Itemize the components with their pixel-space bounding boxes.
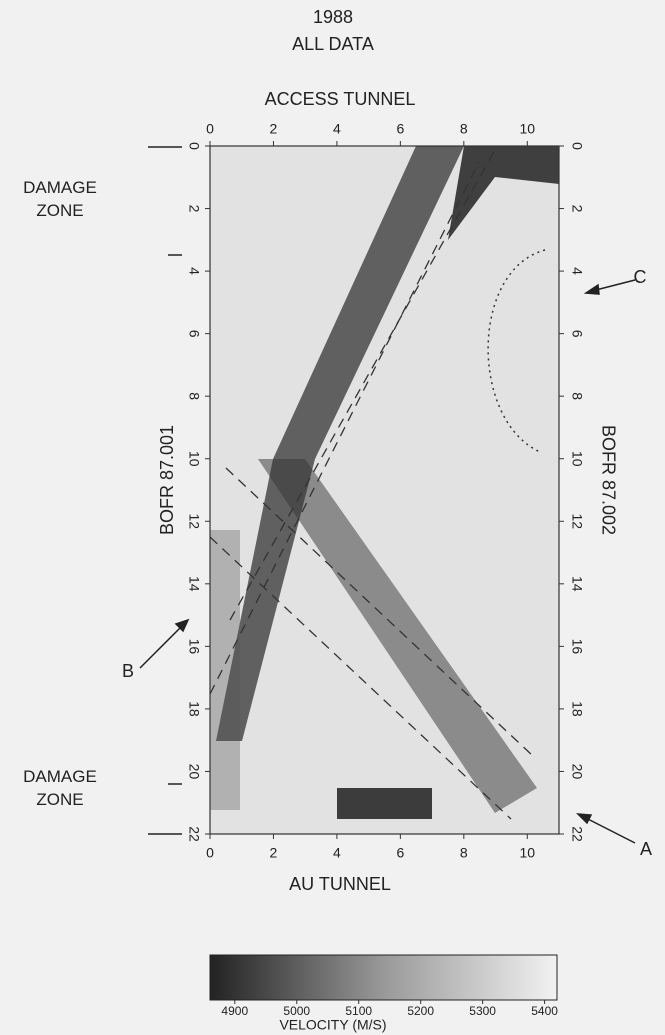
colorbar-tick-label: 5300 [469,1004,496,1018]
y-tick-label: 12 [569,513,585,529]
x-tick-label: 0 [206,845,214,861]
y2-label: BOFR 87.002 [598,425,618,535]
colorbar-tick-label: 4900 [221,1004,248,1018]
annotation: A [640,839,652,859]
x-tick-label: 4 [333,845,341,861]
x-tick-label: 2 [270,845,278,861]
annotation: C [634,267,647,287]
x-tick-label: 8 [460,121,468,137]
annotation: DAMAGE ZONE [23,767,97,809]
y-tick-label: 16 [569,639,585,655]
x-tick-label: 10 [519,845,535,861]
y-tick-label: 14 [569,576,585,592]
tomogram-image [209,146,559,834]
y-tick-label: 6 [569,330,585,338]
y-tick-label: 8 [186,392,202,400]
markers [139,146,636,844]
y-tick-label: 20 [186,764,202,780]
y-tick-label: 22 [569,826,585,842]
colorbar-tick-label: 5100 [345,1004,372,1018]
colorbar-tick-label: 5400 [531,1004,558,1018]
y-tick-label: 22 [186,826,202,842]
colorbar-tick-label: 5200 [407,1004,434,1018]
y-tick-label: 10 [186,451,202,467]
x-tick-label: 8 [460,845,468,861]
y-tick-label: 4 [186,267,202,275]
annotation: B [122,661,134,681]
y-label: BOFR 87.001 [157,425,177,535]
x-tick-label: 6 [396,121,404,137]
y-tick-label: 2 [186,205,202,213]
x-tick-label: 4 [333,121,341,137]
y-tick-label: 10 [569,451,585,467]
subtitle: ALL DATA [292,34,374,54]
x-label: AU TUNNEL [289,874,391,894]
y-tick-label: 4 [569,267,585,275]
x-label-top: ACCESS TUNNEL [265,89,416,109]
colorbar [209,954,558,1001]
x-tick-label: 2 [270,121,278,137]
y-tick-label: 6 [186,330,202,338]
x-tick-label: 0 [206,121,214,137]
y-tick-label: 0 [569,142,585,150]
plot-frame [209,145,560,835]
y-tick-label: 8 [569,392,585,400]
y-tick-label: 0 [186,142,202,150]
x-tick-label: 10 [519,121,535,137]
annotation: DAMAGE ZONE [23,178,97,220]
x-tick-label: 6 [396,845,404,861]
y-tick-label: 18 [569,701,585,717]
colorbar-tick-label: 5000 [283,1004,310,1018]
y-tick-label: 14 [186,576,202,592]
colorbar-label: VELOCITY (M/S) [279,1017,386,1033]
title: 1988 [313,7,353,27]
y-tick-label: 20 [569,764,585,780]
y-tick-label: 12 [186,513,202,529]
y-tick-label: 2 [569,205,585,213]
y-tick-label: 16 [186,639,202,655]
y-tick-label: 18 [186,701,202,717]
